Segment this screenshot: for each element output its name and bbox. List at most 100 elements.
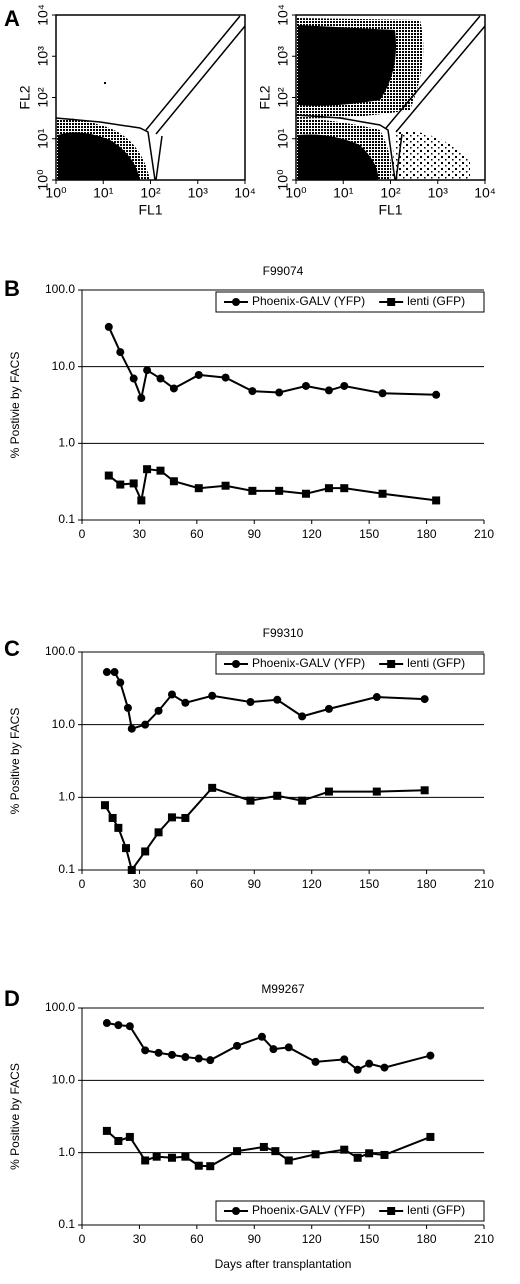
- x-tick-label: 10³: [428, 185, 449, 201]
- marker: [284, 1043, 293, 1052]
- y-tick-label: 10³: [275, 46, 291, 67]
- chart-title: F99310: [263, 626, 304, 640]
- marker: [114, 1136, 123, 1145]
- marker: [232, 298, 240, 306]
- x-tick-label: 150: [359, 877, 379, 891]
- marker: [426, 1132, 435, 1141]
- marker: [353, 1065, 362, 1074]
- marker: [143, 366, 152, 375]
- x-tick-label: 0: [79, 1232, 86, 1246]
- y-tick-label: 100.0: [45, 644, 75, 658]
- x-tick-label: 150: [359, 527, 379, 541]
- marker: [104, 322, 113, 331]
- marker: [100, 801, 109, 810]
- y-tick-label: 10²: [35, 87, 51, 108]
- marker: [301, 381, 310, 390]
- x-tick-label: 10³: [188, 185, 209, 201]
- marker: [167, 1153, 176, 1162]
- x-tick-label: 180: [417, 877, 437, 891]
- x-tick-label: 10⁴: [474, 185, 496, 201]
- x-tick-label: 30: [133, 527, 147, 541]
- marker: [248, 387, 257, 396]
- x-tick-label: 120: [302, 877, 322, 891]
- density-left: [56, 82, 150, 180]
- x-tick-label: 30: [133, 1232, 147, 1246]
- marker: [194, 484, 203, 493]
- marker: [233, 1041, 242, 1050]
- series-line: [106, 1022, 431, 1071]
- marker: [167, 690, 176, 699]
- series-line: [106, 1130, 431, 1168]
- marker: [194, 1054, 203, 1063]
- y-tick-label: 10.0: [52, 1073, 76, 1087]
- marker: [221, 373, 230, 382]
- x-tick-label: 210: [474, 527, 494, 541]
- marker: [324, 787, 333, 796]
- marker: [102, 1126, 111, 1135]
- marker: [137, 496, 146, 505]
- marker: [257, 1032, 266, 1041]
- y-axis-label: % Positive by FACS: [8, 1063, 22, 1170]
- gates: [55, 15, 486, 181]
- marker: [340, 1055, 349, 1064]
- marker: [340, 1145, 349, 1154]
- y-tick-label: 1.0: [58, 436, 75, 450]
- marker: [273, 695, 282, 704]
- marker: [233, 1147, 242, 1156]
- y-axis-label: FL2: [17, 85, 33, 109]
- marker: [123, 703, 132, 712]
- series-line: [108, 468, 437, 504]
- marker: [141, 1156, 150, 1165]
- marker: [194, 370, 203, 379]
- marker: [108, 813, 117, 822]
- marker: [206, 1162, 215, 1171]
- marker: [221, 481, 230, 490]
- marker: [154, 706, 163, 715]
- marker: [324, 386, 333, 395]
- marker: [420, 786, 429, 795]
- marker: [275, 388, 284, 397]
- marker: [365, 1059, 374, 1068]
- marker: [420, 695, 429, 704]
- chart-title: M99267: [261, 982, 305, 996]
- marker: [125, 1022, 134, 1031]
- y-tick-label: 10³: [35, 46, 51, 67]
- x-axis-label: FL1: [138, 202, 162, 218]
- marker: [301, 489, 310, 498]
- panel-letter: B: [4, 276, 20, 301]
- marker: [116, 678, 125, 687]
- marker: [269, 1045, 278, 1054]
- marker: [127, 866, 136, 874]
- marker: [110, 668, 119, 677]
- y-tick-label: 10.0: [52, 359, 76, 373]
- marker: [298, 796, 307, 805]
- marker: [169, 384, 178, 393]
- marker: [324, 484, 333, 493]
- marker: [271, 1147, 280, 1156]
- x-axis-label: FL1: [378, 202, 402, 218]
- marker: [232, 660, 240, 668]
- marker: [141, 847, 150, 856]
- marker: [152, 1152, 161, 1161]
- marker: [232, 1207, 240, 1215]
- marker: [208, 691, 217, 700]
- marker: [311, 1057, 320, 1066]
- marker: [116, 348, 125, 357]
- y-tick-label: 10⁴: [275, 4, 291, 26]
- marker: [154, 828, 163, 837]
- marker: [167, 1050, 176, 1059]
- x-tick-label: 10⁰: [285, 185, 307, 201]
- chart-title: F99074: [263, 264, 304, 278]
- marker: [122, 844, 131, 853]
- marker: [137, 394, 146, 403]
- marker: [169, 477, 178, 486]
- y-tick-label: 100.0: [45, 282, 75, 296]
- y-tick-label: 10¹: [275, 128, 291, 149]
- marker: [353, 1153, 362, 1162]
- marker: [125, 1132, 134, 1141]
- x-tick-label: 120: [302, 1232, 322, 1246]
- marker: [208, 783, 217, 792]
- series-line: [104, 786, 425, 873]
- x-tick-label: 210: [474, 877, 494, 891]
